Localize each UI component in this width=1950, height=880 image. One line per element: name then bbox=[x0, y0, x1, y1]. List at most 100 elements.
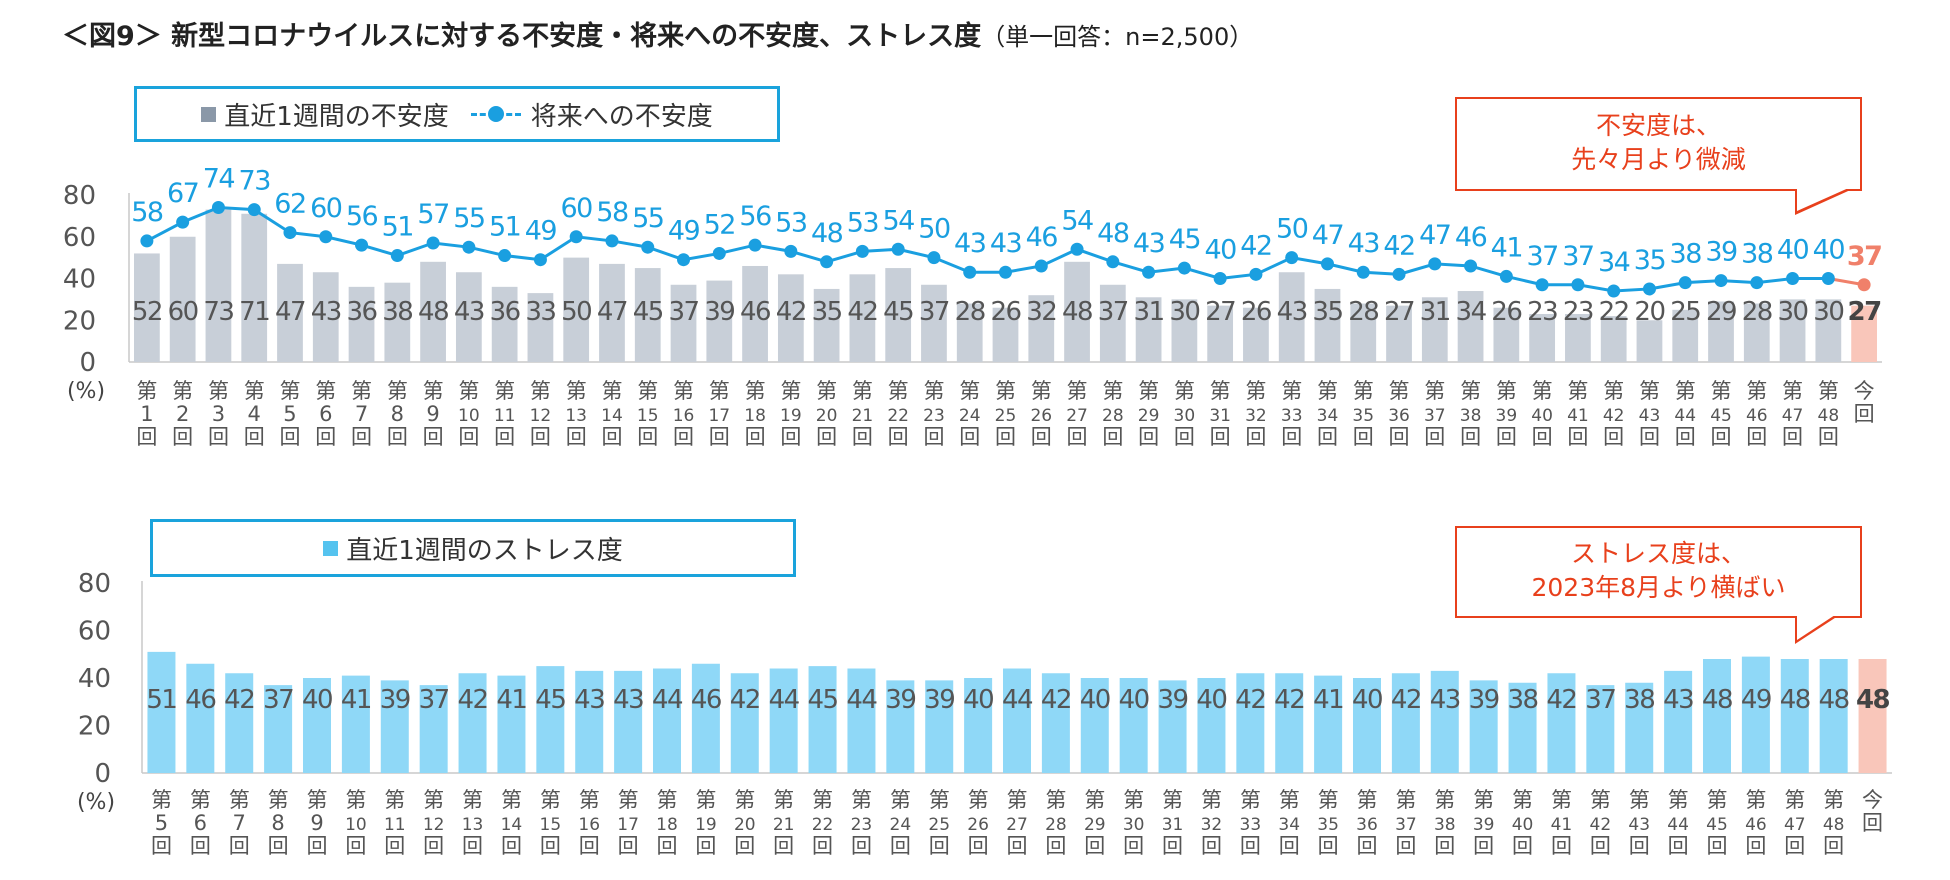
x-tick-label: 第 bbox=[1551, 788, 1572, 812]
line-value-label: 56 bbox=[346, 201, 378, 232]
bar bbox=[1314, 288, 1341, 362]
bar-value-label: 34 bbox=[1456, 297, 1487, 327]
bar bbox=[1314, 675, 1343, 773]
x-tick-label: 回 bbox=[1532, 425, 1553, 449]
bar bbox=[341, 675, 370, 773]
bar bbox=[634, 268, 661, 362]
line-value-label: 47 bbox=[1312, 220, 1343, 251]
x-tick-label: 第 bbox=[1389, 379, 1410, 403]
x-tick-label: 5 bbox=[283, 402, 296, 426]
bar-value-label: 28 bbox=[1348, 297, 1378, 327]
x-tick-label: 第 bbox=[1782, 379, 1803, 403]
bar bbox=[706, 280, 733, 362]
bar-value-label: 50 bbox=[561, 297, 591, 327]
bar bbox=[380, 680, 409, 773]
x-tick-label: 41 bbox=[1551, 815, 1573, 835]
x-tick-label: 第 bbox=[1318, 788, 1339, 812]
line-point bbox=[1249, 267, 1263, 281]
line-value-label: 51 bbox=[382, 212, 413, 243]
x-tick-label: 44 bbox=[1674, 406, 1696, 426]
x-tick-label: 23 bbox=[851, 815, 873, 835]
bar-value-label: 20 bbox=[1634, 297, 1664, 327]
bar bbox=[1457, 291, 1484, 362]
bar-value-label: 37 bbox=[263, 685, 293, 715]
x-tick-label: 回 bbox=[244, 425, 265, 449]
bar bbox=[1275, 673, 1304, 773]
x-tick-label: 7 bbox=[233, 811, 246, 835]
x-tick-label: 回 bbox=[208, 425, 229, 449]
line-value-label: 49 bbox=[525, 216, 557, 247]
x-tick-label: 第 bbox=[995, 379, 1016, 403]
line-point bbox=[1642, 282, 1656, 296]
anxiety-callout: 不安度は、 先々月より微減 bbox=[1455, 97, 1862, 191]
x-tick-label: 回 bbox=[637, 425, 658, 449]
x-tick-label: 43 bbox=[1628, 815, 1650, 835]
x-tick-label: 第 bbox=[136, 379, 157, 403]
callout-tail-fill bbox=[1797, 613, 1838, 640]
x-tick-label: 13 bbox=[565, 406, 587, 426]
bar bbox=[1469, 680, 1498, 773]
bar bbox=[992, 307, 1019, 362]
bar-value-label: 40 bbox=[1119, 685, 1149, 715]
line-value-label: 42 bbox=[1240, 230, 1271, 261]
line-value-label: 53 bbox=[775, 207, 807, 238]
bar bbox=[536, 666, 565, 773]
bar bbox=[885, 268, 912, 362]
x-tick-label: 回 bbox=[1245, 425, 1266, 449]
line-point bbox=[1750, 276, 1764, 290]
bar-value-label: 23 bbox=[1527, 297, 1557, 327]
bar bbox=[264, 685, 293, 773]
x-tick-label: 第 bbox=[890, 788, 911, 812]
x-tick-label: 第 bbox=[387, 379, 408, 403]
line-value-label: 50 bbox=[1276, 214, 1308, 245]
x-tick-label: 回 bbox=[1281, 425, 1302, 449]
bar bbox=[653, 668, 681, 773]
bar-value-label: 28 bbox=[1742, 297, 1772, 327]
bar-value-label: 44 bbox=[769, 685, 800, 715]
x-tick-label: 回 bbox=[1707, 834, 1728, 858]
x-tick-label: 6 bbox=[319, 402, 332, 426]
x-tick-label: 回 bbox=[1279, 834, 1300, 858]
line-point bbox=[211, 201, 225, 215]
x-tick-label: 第 bbox=[423, 379, 444, 403]
bar-value-label: 48 bbox=[1856, 685, 1890, 715]
line-point bbox=[1786, 272, 1800, 285]
x-tick-label: 回 bbox=[1031, 425, 1052, 449]
line-value-label: 60 bbox=[561, 193, 593, 224]
x-tick-label: 回 bbox=[1784, 834, 1805, 858]
x-tick-label: 回 bbox=[1045, 834, 1066, 858]
x-tick-label: 回 bbox=[1424, 425, 1445, 449]
bar-value-label: 44 bbox=[1002, 685, 1033, 715]
x-tick-label: 回 bbox=[1473, 834, 1494, 858]
bar bbox=[527, 293, 554, 362]
bar-value-label: 27 bbox=[1205, 297, 1235, 327]
x-tick-label: 18 bbox=[744, 406, 766, 426]
x-tick-label: 第 bbox=[1675, 379, 1696, 403]
bar bbox=[1197, 678, 1226, 773]
bar-value-label: 26 bbox=[1491, 297, 1521, 327]
x-tick-label: 回 bbox=[579, 834, 600, 858]
x-tick-label: 23 bbox=[923, 406, 945, 426]
x-tick-label: 回 bbox=[1240, 834, 1261, 858]
bar-value-label: 48 bbox=[1819, 685, 1849, 715]
bar-value-label: 31 bbox=[1420, 297, 1450, 327]
bar bbox=[1003, 668, 1031, 773]
bar-value-label: 42 bbox=[776, 297, 806, 327]
bar bbox=[497, 675, 526, 773]
line-value-label: 50 bbox=[918, 214, 950, 245]
y-tick-label: 60 bbox=[63, 223, 96, 253]
line-value-label: 39 bbox=[1705, 237, 1737, 268]
x-tick-label: 第 bbox=[637, 379, 658, 403]
x-tick-label: 第 bbox=[1279, 788, 1300, 812]
x-tick-label: 34 bbox=[1317, 406, 1339, 426]
bar bbox=[1780, 659, 1809, 773]
bar bbox=[205, 209, 232, 362]
bar-value-label: 36 bbox=[346, 297, 376, 327]
bar-value-label: 35 bbox=[812, 297, 842, 327]
x-tick-label: 38 bbox=[1434, 815, 1456, 835]
bar bbox=[670, 284, 697, 362]
x-tick-label: 第 bbox=[1067, 379, 1088, 403]
x-tick-label: 37 bbox=[1424, 406, 1446, 426]
bar-value-label: 49 bbox=[1741, 685, 1771, 715]
line-point bbox=[1356, 265, 1370, 279]
